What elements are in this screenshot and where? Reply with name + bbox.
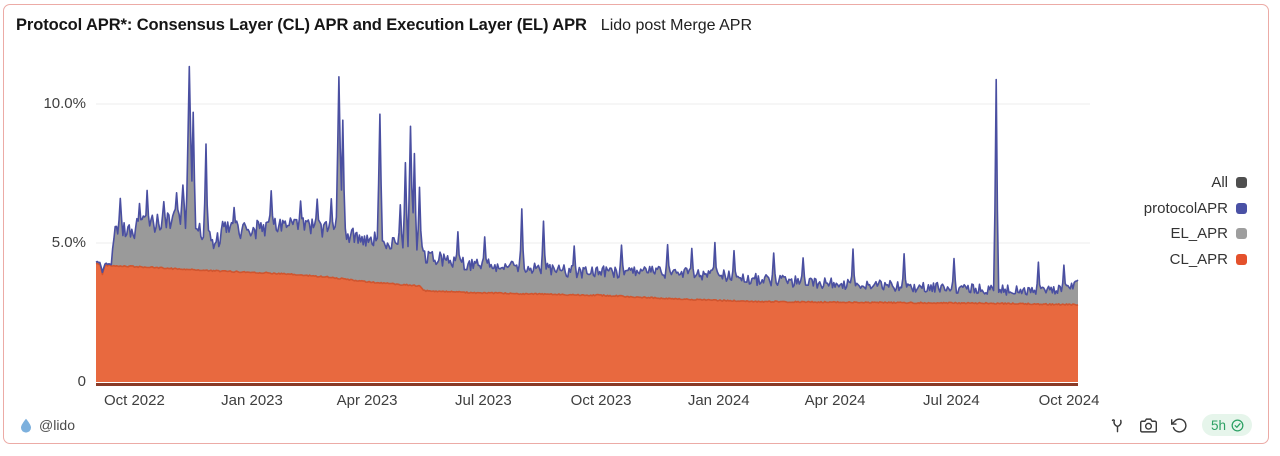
- legend-item-el_apr[interactable]: EL_APR: [1170, 221, 1247, 247]
- y-tick-label: 5.0%: [51, 234, 86, 251]
- legend-label: EL_APR: [1170, 225, 1228, 243]
- x-tick-label: Jan 2023: [221, 392, 283, 409]
- chart-subtitle: Lido post Merge APR: [600, 17, 752, 34]
- watermark: @lido: [20, 417, 75, 433]
- rotate-ccw-icon[interactable]: [1171, 416, 1189, 434]
- refresh-status-pill[interactable]: 5h: [1201, 414, 1252, 436]
- chart-legend: All protocolAPR EL_APR CL_APR: [1144, 170, 1247, 272]
- y-tick-label: 0: [77, 373, 86, 390]
- legend-swatch: [1236, 202, 1247, 214]
- legend-swatch: [1236, 177, 1247, 189]
- legend-swatch: [1236, 228, 1247, 240]
- cl-apr-line: [95, 262, 1079, 307]
- x-tick-label: Oct 2024: [1038, 392, 1100, 409]
- legend-swatch: [1236, 253, 1247, 265]
- x-tick-label: Jul 2023: [455, 392, 512, 409]
- title-row: Protocol APR*: Consensus Layer (CL) APR …: [16, 16, 752, 35]
- footer-actions: 5h: [1109, 414, 1252, 436]
- legend-item-all[interactable]: All: [1211, 170, 1247, 196]
- legend-label: protocolAPR: [1143, 199, 1228, 217]
- x-tick-label: Oct 2022: [103, 392, 165, 409]
- protocol-apr-line: [95, 65, 1079, 296]
- legend-label: All: [1211, 174, 1228, 192]
- legend-item-protocolapr[interactable]: protocolAPR: [1144, 196, 1247, 222]
- verified-check-icon: [1231, 419, 1244, 431]
- legend-item-cl_apr[interactable]: CL_APR: [1170, 247, 1247, 273]
- cl-apr-area: [96, 263, 1078, 382]
- x-tick-label: Jul 2024: [923, 392, 980, 409]
- fork-icon[interactable]: [1109, 416, 1127, 434]
- x-tick-label: Apr 2023: [336, 392, 398, 409]
- camera-icon[interactable]: [1140, 416, 1158, 434]
- x-tick-label: Jan 2024: [687, 392, 750, 409]
- el-apr-area: [96, 66, 1078, 306]
- watermark-handle: @lido: [39, 417, 76, 433]
- lido-droplet-icon: [21, 418, 31, 433]
- y-tick-label: 10.0%: [43, 95, 86, 112]
- x-tick-label: Oct 2023: [570, 392, 632, 409]
- legend-label: CL_APR: [1169, 250, 1228, 268]
- refresh-age: 5h: [1210, 417, 1226, 433]
- chart-title: Protocol APR*: Consensus Layer (CL) APR …: [16, 16, 587, 34]
- x-tick-label: Apr 2024: [804, 392, 866, 409]
